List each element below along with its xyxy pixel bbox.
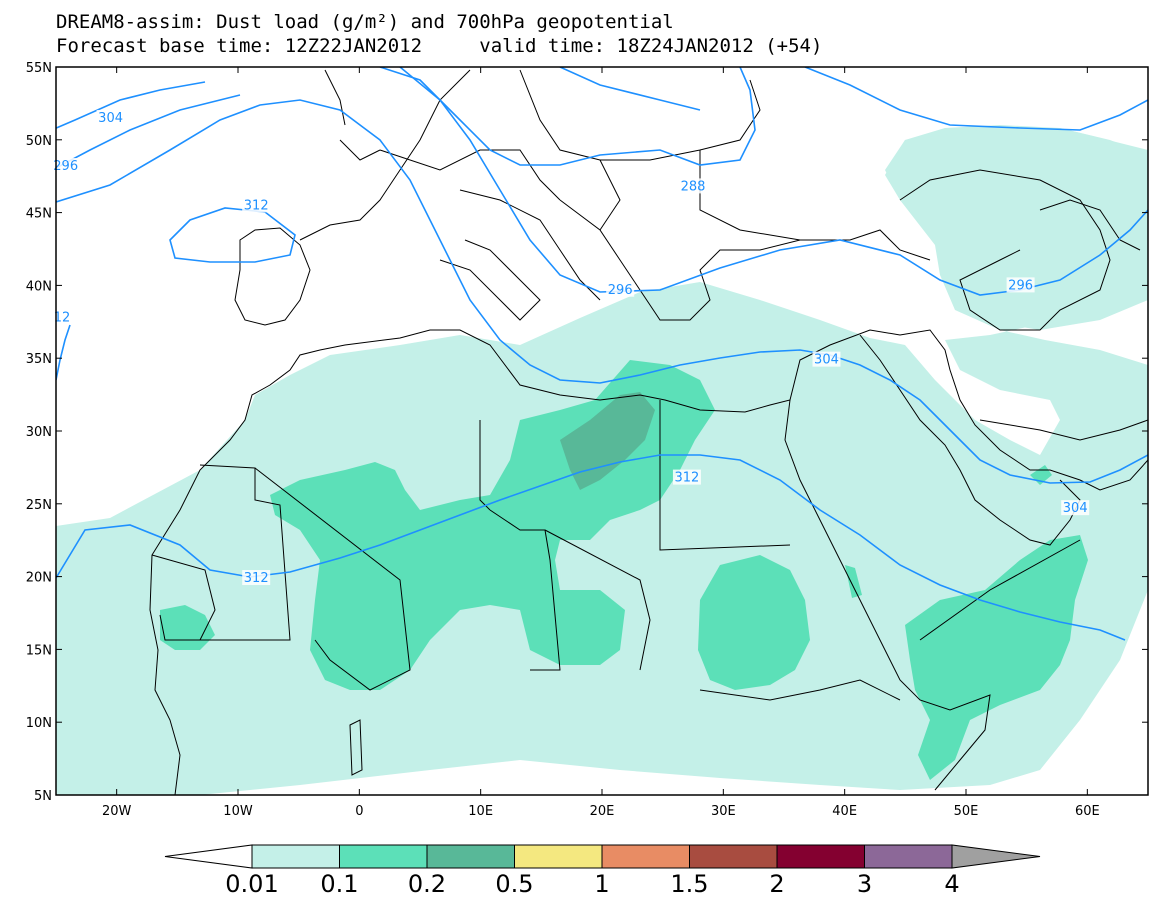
contour-label-bg: [812, 351, 841, 367]
lat-label: 20N: [26, 571, 52, 586]
lon-label: 10W: [223, 804, 253, 819]
contour-label-bg: [679, 178, 707, 194]
lon-label: 20W: [102, 804, 132, 819]
colorbar-box: [426, 844, 515, 869]
contour-label-bg: [51, 158, 80, 174]
colorbar-label: 1: [594, 870, 609, 898]
contour-label-bg: [242, 570, 271, 586]
contour-312-loop: [169, 207, 296, 263]
dust-area-mid-sahel: [845, 565, 862, 598]
colorbar-box: [251, 844, 340, 869]
dust-area-mid-senegal: [160, 605, 215, 650]
dust-area-mid-sudan: [698, 555, 810, 690]
base-time-label: Forecast base time: 12Z22JAN2012: [56, 35, 423, 57]
contour-label: 296: [608, 283, 633, 298]
colorbar-label: 2: [769, 870, 784, 898]
valid-time-label: valid time: 18Z24JAN2012 (+54): [479, 35, 823, 57]
latitude-axis: 5N 10N 15N 20N 25N 30N 35N 40N 45N 50N 55N: [26, 61, 1148, 804]
lat-label: 35N: [26, 352, 52, 367]
contour-label-bg: [96, 109, 125, 125]
lon-label: 10E: [468, 804, 493, 819]
lat-label: 30N: [26, 425, 52, 440]
colorbar-max-arrow: [951, 844, 1041, 869]
contour-288-west: [56, 81, 206, 130]
contour-label: 296: [1008, 278, 1033, 293]
contour-304: [56, 99, 1148, 484]
colorbar-box: [864, 844, 953, 869]
dust-area-mid-horn: [905, 535, 1088, 780]
contour-296-west: [56, 94, 241, 169]
contour-label: 304: [814, 353, 839, 368]
colorbar-label: 0.01: [225, 870, 278, 898]
contour-label-bg: [242, 197, 271, 213]
contour-label: 296: [53, 159, 78, 174]
contour-labels: 304 296 312 12 288 296 296 304 312 312 304: [51, 109, 1090, 586]
lat-label: 45N: [26, 207, 52, 222]
contour-label: 312: [675, 471, 700, 486]
contour-label: 288: [681, 179, 706, 194]
lon-label: 40E: [832, 804, 857, 819]
contour-label-bg: [672, 469, 701, 485]
contour-296-central: [399, 67, 1148, 296]
lat-label: 25N: [26, 498, 52, 513]
geopotential-contours: [56, 67, 1148, 641]
lat-label: 5N: [34, 789, 52, 804]
colorbar-box: [514, 844, 603, 869]
contour-312-west-edge: [56, 324, 71, 381]
colorbar-label: 0.1: [320, 870, 358, 898]
colorbar-label: 4: [944, 870, 959, 898]
map-subtitle: Forecast base time: 12Z22JAN2012 valid t…: [56, 36, 822, 56]
colorbar: 0.01 0.1 0.2 0.5 1 1.5 2 3 4: [164, 844, 1041, 898]
contour-label: 304: [1063, 501, 1088, 516]
colorbar-label: 1.5: [670, 870, 708, 898]
lon-label: 20E: [590, 804, 615, 819]
contour-288-central: [379, 67, 756, 166]
contour-312-south: [56, 454, 1126, 641]
colorbar-box: [339, 844, 428, 869]
lat-label: 40N: [26, 279, 52, 294]
contour-label-bg: [52, 309, 73, 325]
colorbar-box: [689, 844, 778, 869]
colorbar-label: 0.2: [408, 870, 446, 898]
contour-label: 312: [244, 198, 269, 213]
lat-label: 15N: [26, 643, 52, 658]
colorbar-box: [601, 844, 690, 869]
lon-label: 0: [355, 804, 363, 819]
lon-label: 30E: [711, 804, 736, 819]
lat-label: 55N: [26, 61, 52, 76]
lat-label: 10N: [26, 716, 52, 731]
contour-label-bg: [1006, 277, 1035, 293]
dust-area-low-east: [885, 128, 1148, 330]
longitude-axis: 20W 10W 0 10E 20E 30E 40E 50E 60E: [102, 67, 1100, 819]
lon-label: 60E: [1075, 804, 1100, 819]
contour-label-bg: [606, 281, 635, 297]
map-title: DREAM8-assim: Dust load (g/m²) and 700hP…: [56, 11, 674, 33]
lon-label: 50E: [954, 804, 979, 819]
contour-label: 312: [244, 571, 269, 586]
colorbar-box: [776, 844, 865, 869]
dust-area-high-libya: [560, 392, 655, 490]
lat-label: 50N: [26, 134, 52, 149]
contour-304-north: [559, 67, 701, 111]
contour-label: 304: [98, 111, 123, 126]
contour-304-ne: [804, 67, 1148, 131]
colorbar-min-arrow: [164, 844, 253, 869]
coastlines-and-borders: [149, 69, 1148, 795]
colorbar-label: 3: [857, 870, 872, 898]
contour-label: 12: [54, 310, 71, 325]
dust-layers: [56, 69, 1148, 795]
colorbar-label: 0.5: [495, 870, 533, 898]
contour-label-bg: [1061, 500, 1090, 516]
